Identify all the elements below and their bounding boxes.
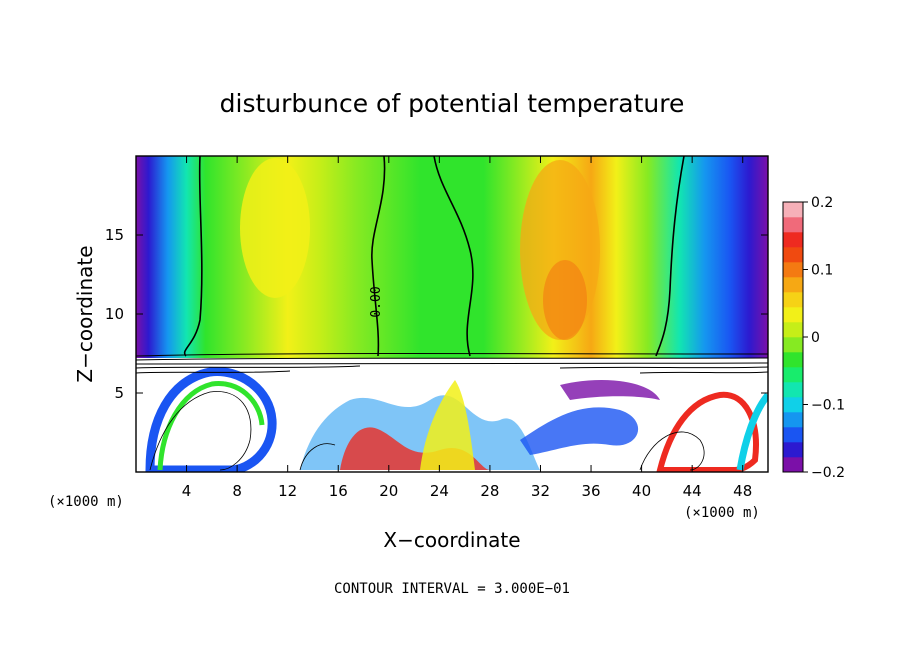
colorbar-swatch xyxy=(783,382,803,398)
colorbar-ticks: 0.2 0.1 0 −0.1 −0.2 xyxy=(803,195,845,481)
turbulent-blue-right xyxy=(520,407,639,455)
colorbar-swatch xyxy=(783,412,803,428)
colorbar-tick-label: 0.1 xyxy=(811,263,833,279)
colorbar-swatch xyxy=(783,457,803,473)
colorbar-swatch xyxy=(783,217,803,233)
colorbar-swatch xyxy=(783,397,803,413)
warm-core-right xyxy=(543,260,587,340)
x-tick-label: 44 xyxy=(683,482,702,500)
colorbar-tick-label: 0 xyxy=(811,330,820,346)
contour-interval: CONTOUR INTERVAL = 3.000E−01 xyxy=(334,581,570,597)
colorbar xyxy=(783,202,803,473)
colorbar-swatch xyxy=(783,277,803,293)
y-axis-title: Z−coordinate xyxy=(73,245,97,382)
y-tick-label: 10 xyxy=(105,305,124,323)
colorbar-tick-label: 0.2 xyxy=(811,195,833,211)
y-tick-label: 15 xyxy=(105,226,124,244)
x-unit-left: (×1000 m) xyxy=(48,494,124,510)
turbulent-yellow-center xyxy=(420,380,475,470)
x-tick-label: 16 xyxy=(329,482,348,500)
upper-field xyxy=(136,156,768,358)
turbulent-blue-left xyxy=(145,367,277,472)
colorbar-swatch xyxy=(783,352,803,368)
colorbar-swatch xyxy=(783,337,803,353)
zero-contours xyxy=(183,156,685,357)
turbulent-cyan-right xyxy=(736,392,768,471)
chart-title: disturbunce of potential temperature xyxy=(220,89,685,118)
y-axis: 5 10 15 xyxy=(105,226,768,402)
colorbar-swatch xyxy=(783,247,803,263)
x-tick-label: 24 xyxy=(430,482,449,500)
x-tick-label: 32 xyxy=(531,482,550,500)
turbulent-green-left xyxy=(157,381,265,471)
colorbar-swatch xyxy=(783,367,803,383)
turbulent-purple-right xyxy=(560,380,660,400)
x-tick-label: 48 xyxy=(733,482,752,500)
colorbar-swatch xyxy=(783,427,803,443)
x-axis: 4 8 12 16 20 24 28 32 36 40 44 48 xyxy=(182,156,752,500)
colorbar-swatch xyxy=(783,262,803,278)
x-tick-label: 20 xyxy=(379,482,398,500)
x-unit-right: (×1000 m) xyxy=(684,505,760,521)
lower-contours xyxy=(149,391,705,471)
x-tick-label: 40 xyxy=(632,482,651,500)
x-tick-label: 4 xyxy=(182,482,192,500)
plot-area xyxy=(136,156,768,472)
y-tick-label: 5 xyxy=(114,384,124,402)
colorbar-swatch xyxy=(783,232,803,248)
x-tick-label: 12 xyxy=(278,482,297,500)
colorbar-swatch xyxy=(783,202,803,218)
warm-blob-left xyxy=(240,158,310,298)
colorbar-swatch xyxy=(783,322,803,338)
colorbar-swatch xyxy=(783,442,803,458)
x-tick-label: 28 xyxy=(480,482,499,500)
x-axis-title: X−coordinate xyxy=(383,528,520,552)
contour-label: 0.00 xyxy=(369,286,384,317)
x-tick-label: 36 xyxy=(581,482,600,500)
x-tick-label: 8 xyxy=(232,482,242,500)
colorbar-tick-label: −0.2 xyxy=(811,465,845,481)
colorbar-tick-label: −0.1 xyxy=(811,398,845,414)
colorbar-swatch xyxy=(783,307,803,323)
colorbar-swatch xyxy=(783,292,803,308)
